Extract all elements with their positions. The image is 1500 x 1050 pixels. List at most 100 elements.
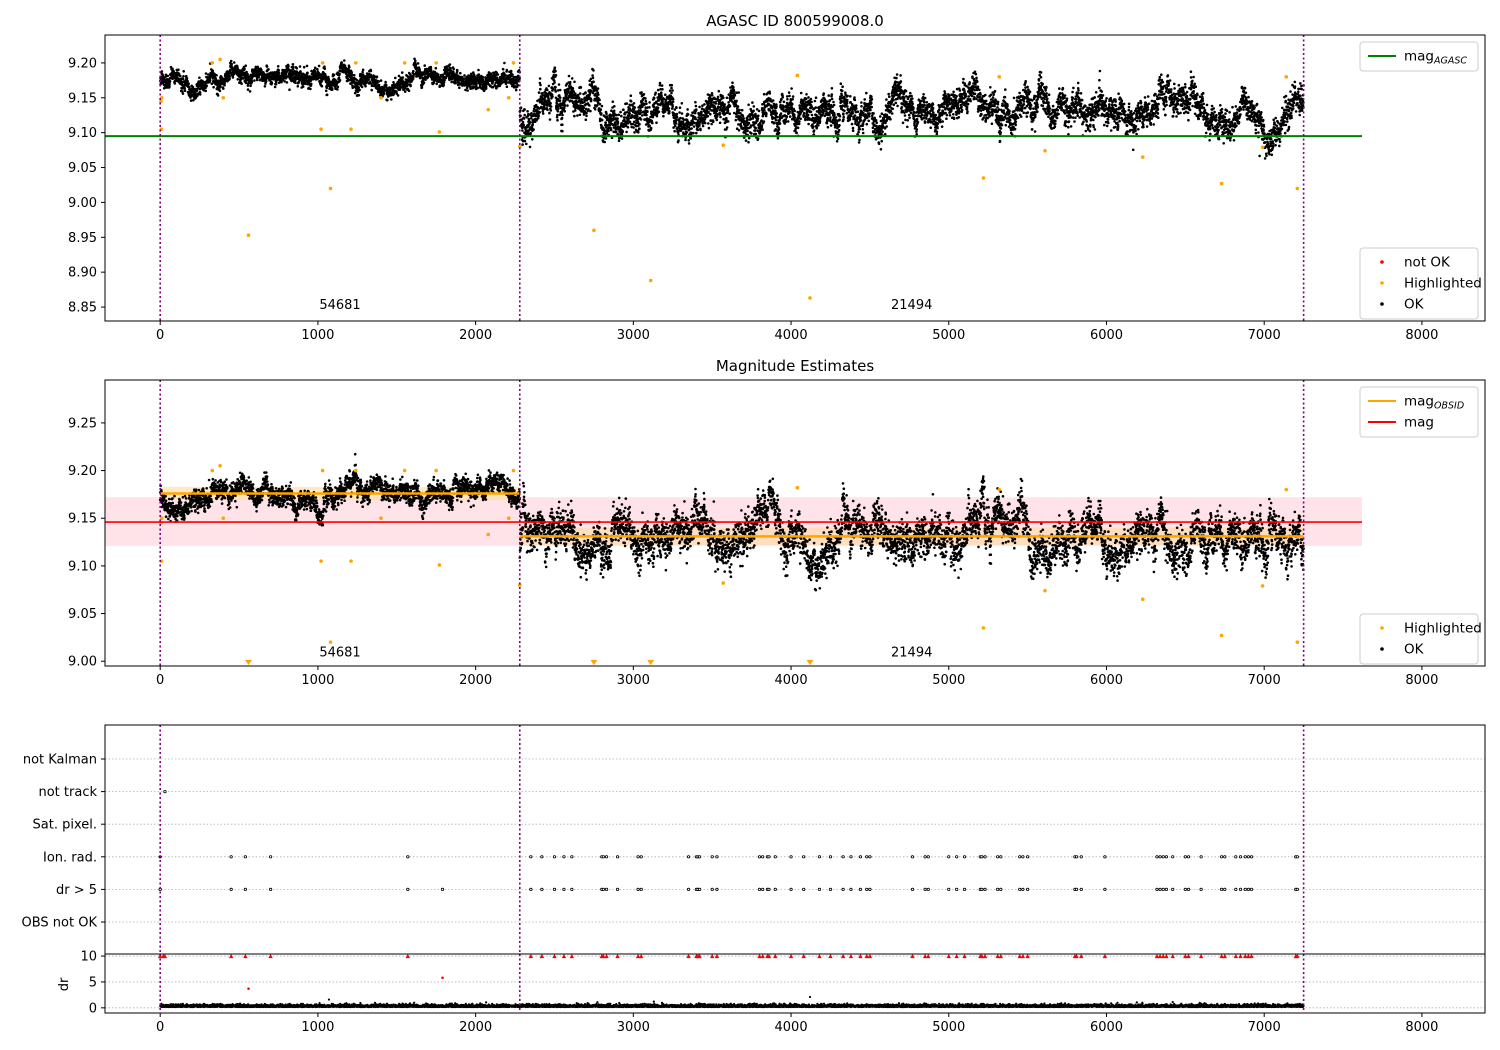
ok-point [632,102,636,105]
ok-point [807,96,810,99]
ok-point [762,120,766,123]
ok-point [693,111,697,115]
ok-point [728,104,732,108]
ok-point [284,72,288,76]
ok-point [754,126,757,130]
ok-point [868,112,871,115]
ok-point [244,64,247,67]
ok-point [853,98,857,102]
ok-point [414,59,417,63]
ok-point [874,119,878,122]
ok-point [557,107,560,110]
ok-point [529,121,532,124]
ok-point [854,107,858,110]
ok-point [793,109,796,113]
ok-point [177,68,180,71]
ok-point [686,113,690,116]
ok-point [324,89,328,93]
ok-point [685,131,689,134]
ok-point [561,129,564,133]
ok-point [336,85,340,89]
ok-point [723,103,726,106]
ok-point [782,100,786,104]
ok-point [616,121,620,125]
ok-point [204,89,207,93]
ok-point [842,95,846,99]
ok-point [733,90,736,93]
ok-point [336,88,339,91]
ok-point [809,110,813,114]
ok-point [851,129,855,132]
ok-point [825,100,829,103]
ok-point [896,104,899,108]
ok-point [799,91,803,95]
ok-point [628,112,632,115]
ok-point [579,86,583,89]
ok-point [253,79,256,82]
ok-point [680,112,684,115]
ok-point [799,117,802,120]
ok-point [305,64,309,68]
ok-point [793,116,797,119]
ok-point [750,132,753,135]
ok-point [701,124,705,128]
ok-point [710,122,713,126]
ok-point [902,97,906,100]
ok-point [645,113,648,117]
ok-point [851,112,854,115]
ok-point [563,109,566,113]
ok-point [309,87,312,91]
ok-point [875,121,878,124]
ok-point [700,110,703,114]
ok-point [809,97,813,101]
ok-point [811,125,815,128]
ok-point [181,92,185,95]
panel1-title: AGASC ID 800599008.0 [706,12,884,30]
ok-point [218,89,222,93]
ok-point [600,104,604,108]
ok-point [863,98,866,101]
ok-point [708,95,712,99]
ok-point [885,125,888,128]
ok-point [861,123,865,126]
ok-point [509,69,513,73]
ok-point [830,87,834,90]
ok-point [260,68,263,72]
ok-point [240,82,243,85]
ok-point [846,105,849,108]
ok-point [573,109,577,112]
ok-point [777,131,781,135]
ok-point [523,108,526,111]
ok-point [771,99,775,102]
ok-point [833,113,836,117]
ok-point [466,89,469,92]
ok-point [760,124,764,127]
ok-point [611,100,615,103]
ok-point [754,112,757,116]
ok-point [786,98,789,101]
ok-point [573,114,576,118]
ok-point [834,116,838,119]
ok-point [646,110,649,113]
ok-point [222,87,225,90]
ok-point [661,88,664,91]
ok-point [865,122,869,126]
ok-point [350,71,354,74]
ok-point [294,81,297,84]
ok-point [284,76,288,80]
ok-point [656,88,660,92]
ok-point [257,75,261,79]
ok-point [687,139,690,142]
ok-point [215,73,218,77]
ok-point [644,97,647,100]
ok-point [357,94,361,97]
ok-point [714,102,717,105]
ok-point [858,127,861,131]
ok-point [604,137,608,140]
ok-point [367,78,370,81]
ok-point [675,116,679,119]
ok-point [802,111,806,115]
ok-point [580,98,583,101]
ok-point [560,116,564,120]
ok-point [343,59,346,62]
